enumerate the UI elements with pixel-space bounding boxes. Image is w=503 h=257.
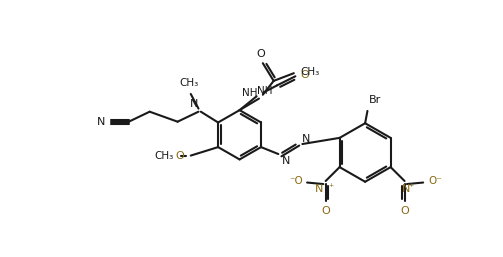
Text: O: O — [400, 206, 409, 216]
Text: N: N — [97, 117, 106, 127]
Text: Br: Br — [369, 95, 381, 105]
Text: CH₃: CH₃ — [154, 151, 174, 161]
Text: ⁺: ⁺ — [408, 182, 413, 192]
Text: N: N — [190, 99, 199, 109]
Text: N: N — [302, 134, 311, 144]
Text: NH: NH — [242, 88, 258, 98]
Text: O: O — [301, 70, 309, 80]
Text: CH₃: CH₃ — [300, 67, 319, 77]
Text: ⁺: ⁺ — [329, 182, 334, 192]
Text: ⁻O: ⁻O — [289, 176, 303, 186]
Text: N: N — [315, 184, 323, 194]
Text: N: N — [281, 156, 290, 166]
Text: O: O — [256, 49, 265, 59]
Text: N: N — [402, 184, 410, 194]
Text: O⁻: O⁻ — [429, 176, 442, 186]
Text: CH₃: CH₃ — [180, 78, 199, 88]
Text: NH: NH — [258, 86, 273, 96]
Text: O: O — [176, 151, 185, 161]
Text: O: O — [321, 206, 330, 216]
